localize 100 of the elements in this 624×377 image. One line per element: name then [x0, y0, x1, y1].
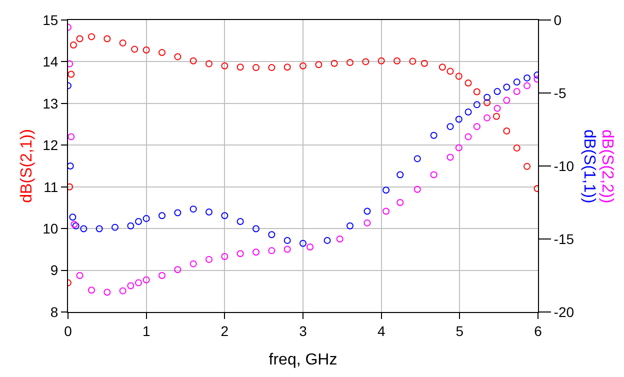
- point: [330, 60, 338, 67]
- point: [221, 253, 228, 260]
- point: [88, 33, 95, 40]
- point: [346, 59, 354, 66]
- point: [70, 42, 77, 49]
- point: [464, 108, 472, 116]
- point: [414, 155, 421, 162]
- point: [104, 288, 111, 296]
- point: [119, 287, 126, 294]
- point: [268, 247, 276, 254]
- point: [503, 84, 510, 91]
- point: [127, 222, 134, 230]
- point: [158, 272, 166, 279]
- point: [190, 206, 197, 213]
- text: dB(S(2,2)): [598, 130, 616, 204]
- point: [420, 60, 428, 67]
- point: [492, 112, 500, 120]
- point: [446, 123, 454, 130]
- point: [158, 212, 166, 220]
- point: [430, 132, 438, 139]
- y-tick-label: 10: [42, 220, 58, 236]
- point: [174, 266, 182, 274]
- point: [455, 72, 462, 80]
- point: [135, 279, 142, 286]
- point: [68, 70, 75, 78]
- point: [284, 236, 291, 244]
- point: [494, 104, 501, 112]
- point: [68, 162, 74, 170]
- y-tick-label: 15: [42, 12, 58, 28]
- point: [142, 276, 150, 284]
- point: [362, 58, 370, 66]
- text: dB(S(1,1)): [580, 130, 598, 204]
- y-tick-label: 12: [42, 137, 58, 154]
- y-tick-label: 13: [42, 95, 58, 112]
- point: [190, 260, 197, 268]
- point: [503, 127, 510, 134]
- point: [127, 282, 134, 290]
- point: [464, 133, 472, 140]
- point: [300, 240, 306, 247]
- point: [513, 88, 520, 96]
- x-tick-label: 5: [456, 322, 464, 339]
- point: [414, 186, 421, 193]
- point: [524, 82, 531, 90]
- point: [394, 57, 400, 64]
- point: [473, 88, 480, 96]
- point: [409, 58, 416, 65]
- point: [464, 79, 472, 86]
- point: [252, 64, 260, 72]
- point: [382, 208, 390, 215]
- point: [336, 236, 344, 242]
- point: [112, 224, 118, 231]
- point: [252, 248, 260, 256]
- point: [236, 250, 244, 258]
- point: [221, 62, 228, 70]
- point: [119, 39, 126, 46]
- point: [76, 272, 84, 279]
- y-tick-label: 11: [44, 178, 58, 195]
- point: [131, 46, 138, 53]
- point: [455, 144, 462, 152]
- y2-tick-label: -5: [554, 84, 566, 101]
- point: [364, 208, 371, 215]
- point: [268, 231, 276, 238]
- point: [346, 222, 354, 230]
- point: [268, 64, 276, 72]
- point: [494, 88, 501, 96]
- point: [513, 144, 520, 152]
- point: [306, 244, 314, 251]
- point: [252, 225, 260, 232]
- point: [68, 133, 75, 140]
- x-tick-label: 4: [377, 322, 386, 339]
- point: [236, 64, 244, 71]
- point: [524, 162, 531, 170]
- y-axis-title: dB(S(2,1)): [18, 129, 36, 203]
- x-tick-label: 2: [220, 322, 229, 339]
- point: [142, 46, 150, 54]
- point: [324, 236, 331, 244]
- y2-tick-label: 0: [554, 12, 562, 28]
- point: [284, 246, 291, 253]
- point: [446, 68, 454, 75]
- point: [364, 219, 371, 226]
- point: [206, 60, 212, 68]
- y2-tick-label: -10: [554, 158, 574, 174]
- point: [284, 64, 291, 71]
- point: [396, 171, 404, 178]
- point: [473, 123, 480, 130]
- point: [174, 53, 182, 60]
- point: [142, 215, 150, 222]
- point: [76, 35, 84, 42]
- y-tick-label: 8: [50, 304, 58, 320]
- y2-tick-label: -15: [554, 230, 574, 247]
- point: [135, 218, 142, 225]
- point: [382, 186, 390, 194]
- x-tick-label: 0: [64, 322, 72, 339]
- point: [524, 74, 531, 82]
- point: [430, 171, 438, 178]
- point: [206, 208, 212, 216]
- point: [80, 225, 88, 232]
- point: [396, 199, 404, 206]
- point: [236, 218, 244, 225]
- point: [513, 78, 520, 86]
